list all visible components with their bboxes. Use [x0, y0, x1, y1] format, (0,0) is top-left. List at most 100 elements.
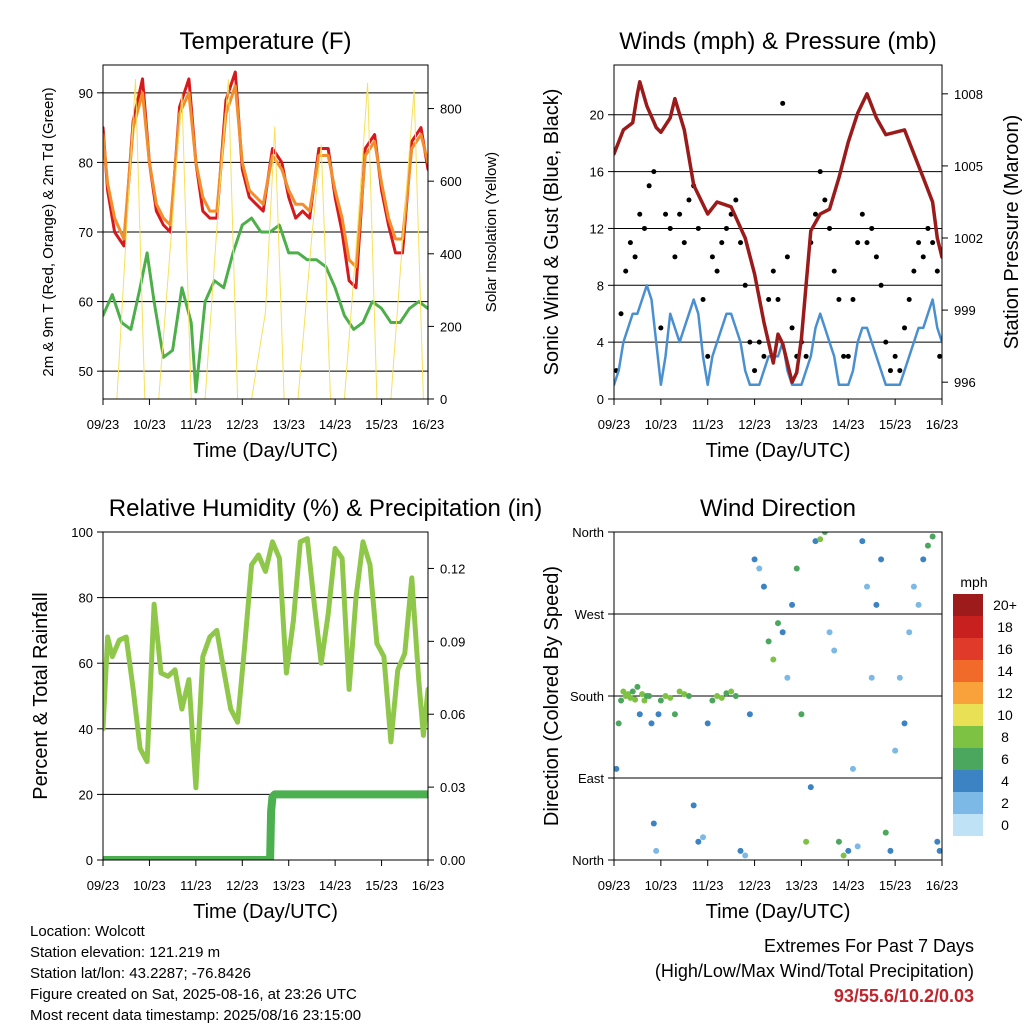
gust-point	[623, 268, 629, 274]
legend-swatch	[953, 726, 983, 748]
gust-point	[742, 282, 748, 288]
dir-point	[650, 820, 657, 827]
panel1-frame	[102, 64, 429, 400]
panel1-xtick-label: 14/23	[319, 417, 352, 432]
dir-point	[906, 629, 913, 636]
dir-point	[756, 565, 763, 572]
panel3-y2tick-label: 0.09	[440, 634, 465, 649]
gust-point	[738, 240, 744, 246]
gust-point	[641, 225, 647, 231]
gust-point	[756, 339, 762, 345]
dir-point	[854, 843, 861, 850]
gust-point	[911, 268, 917, 274]
panel1-xtick-label: 15/23	[365, 417, 398, 432]
panel1-ytick-label: 60	[79, 295, 93, 310]
gust-point	[677, 211, 683, 217]
legend-swatch	[953, 770, 983, 792]
dir-point	[929, 533, 936, 540]
dir-point	[896, 674, 903, 681]
panel1-ytick-label: 90	[79, 86, 93, 101]
panel1-xtick-label: 09/23	[87, 417, 120, 432]
panel1-y2label: Solar Insolation (Yellow)	[483, 152, 500, 312]
dir-point	[615, 720, 622, 727]
panel3-frame	[102, 531, 429, 861]
panel1-ylabel: 2m & 9m T (Red, Orange) & 2m Td (Green)	[40, 87, 57, 376]
extremes-title: Extremes For Past 7 Days	[763, 936, 974, 956]
panel2-xtick-label: 11/23	[692, 417, 724, 432]
solar-series	[103, 79, 428, 399]
legend-label: 12	[997, 685, 1013, 701]
dir-point	[803, 838, 810, 845]
dir-point	[840, 852, 847, 859]
dir-point	[723, 690, 730, 697]
gust-point	[686, 197, 692, 203]
dir-point	[835, 838, 842, 845]
dir-point	[636, 711, 643, 718]
gust-point	[752, 368, 758, 374]
panel2-xtick-label: 12/23	[738, 417, 771, 432]
panel1-y2tick-label: 800	[440, 102, 462, 117]
panel1-xtick-label: 13/23	[272, 417, 305, 432]
dir-point	[920, 556, 927, 563]
gust-point	[902, 325, 908, 331]
info-latlon: Station lat/lon: 43.2287; -76.8426	[30, 965, 252, 982]
panel2-ytick-label: 16	[590, 165, 604, 180]
panel3-ytick-label: 20	[79, 787, 93, 802]
info-recent: Most recent data timestamp: 2025/08/16 2…	[30, 1007, 362, 1024]
gust-point	[803, 353, 809, 359]
gust-point	[700, 297, 706, 303]
dir-point	[718, 694, 725, 701]
panel1-xtick-label: 11/23	[180, 417, 212, 432]
panel2-ytick-label: 20	[590, 108, 604, 123]
legend-swatch	[953, 748, 983, 770]
gust-point	[719, 240, 725, 246]
panel3-xtick-label: 13/23	[272, 878, 305, 893]
panel1-ytick-label: 70	[79, 225, 93, 240]
panel2-ytick-label: 12	[590, 221, 604, 236]
extremes-values: 93/55.6/10.2/0.03	[833, 986, 974, 1006]
gust-point	[841, 353, 847, 359]
legend-label: 4	[1001, 773, 1009, 789]
gust-point	[869, 225, 875, 231]
dir-point	[648, 720, 655, 727]
panel4-xtick-label: 14/23	[832, 878, 865, 893]
panel3-y2tick-label: 0.12	[440, 561, 465, 576]
panel2-xtick-label: 15/23	[879, 417, 912, 432]
dir-point	[751, 556, 758, 563]
legend-swatch	[953, 814, 983, 836]
gust-point	[709, 254, 715, 260]
dir-point	[812, 538, 819, 545]
legend-swatch	[953, 616, 983, 638]
td-series	[103, 216, 428, 394]
dir-point	[765, 638, 772, 645]
gust-point	[705, 353, 711, 359]
dir-point	[657, 697, 664, 704]
dir-point	[746, 711, 753, 718]
gust-point	[920, 254, 926, 260]
panel2-plot-area	[614, 80, 942, 387]
dir-point	[868, 674, 875, 681]
panel4-ytick-label: North	[572, 853, 604, 868]
panel2-xlabel: Time (Day/UTC)	[706, 440, 851, 462]
gust-point	[916, 240, 922, 246]
panel2-ytick-label: 0	[597, 392, 604, 407]
legend-title: mph	[960, 574, 987, 590]
gust-point	[789, 325, 795, 331]
panel2-y2tick-label: 996	[954, 375, 976, 390]
dir-point	[793, 565, 800, 572]
info-location: Location: Wolcott	[30, 923, 145, 940]
panel4-ylabel: Direction (Colored By Speed)	[541, 566, 563, 826]
panel3-ytick-label: 60	[79, 656, 93, 671]
legend-label: 2	[1001, 795, 1009, 811]
dir-point	[709, 697, 716, 704]
legend-label: 10	[997, 707, 1013, 723]
gust-point	[878, 282, 884, 288]
panel4-xlabel: Time (Day/UTC)	[706, 901, 851, 923]
panel3-xtick-label: 09/23	[87, 878, 120, 893]
dir-point	[924, 542, 931, 549]
dir-point	[760, 583, 767, 590]
panel3-xtick-label: 10/23	[133, 878, 166, 893]
legend-label: 20+	[993, 597, 1017, 613]
dir-point	[620, 688, 627, 695]
gust-point	[651, 169, 657, 175]
